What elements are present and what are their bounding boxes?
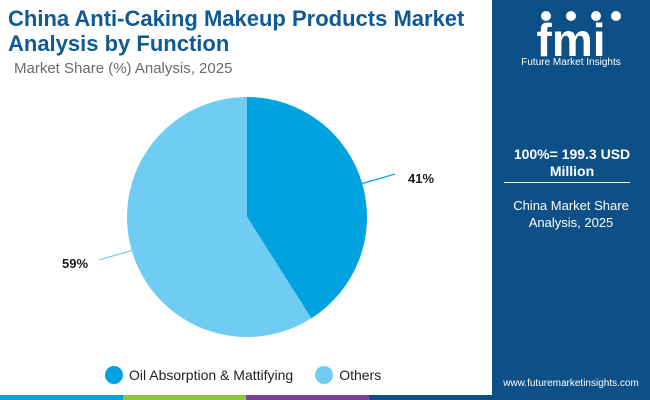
side-panel: fmi Future Market Insights 100%= 199.3 U…	[492, 0, 650, 400]
legend-label-oil-absorption: Oil Absorption & Mattifying	[129, 367, 294, 383]
chart-subtitle: Market Share (%) Analysis, 2025	[14, 60, 233, 77]
slice-label-others: 59%	[62, 256, 89, 271]
legend: Oil Absorption & Mattifying Others	[105, 364, 381, 386]
leader-line-others	[98, 248, 136, 261]
pie-slice-oil-absorption	[247, 97, 368, 319]
logo-tagline: Future Market Insights	[521, 57, 621, 68]
market-total: 100%= 199.3 USD Million	[513, 146, 631, 179]
divider	[504, 182, 630, 183]
bottom-bar-segment	[0, 395, 123, 400]
leader-line-oil-absorption	[358, 173, 396, 186]
fmi-logo: fmi	[537, 11, 621, 66]
bottom-bar-segment	[123, 395, 246, 400]
legend-swatch-oil-absorption	[105, 366, 123, 384]
legend-swatch-others	[315, 366, 334, 384]
pie-chart	[98, 97, 396, 337]
website-url[interactable]: www.futuremarketinsights.com	[503, 378, 639, 389]
bottom-color-bar	[0, 395, 492, 400]
slice-label-oil-absorption: 41%	[408, 171, 435, 186]
logo-text: fmi	[537, 14, 606, 66]
legend-item-others: Others	[315, 366, 381, 384]
chart-title: China Anti-Caking Makeup Products Market…	[8, 6, 465, 56]
bottom-bar-segment	[369, 395, 492, 400]
legend-item-oil-absorption: Oil Absorption & Mattifying	[105, 366, 293, 384]
region-label: China Market Share Analysis, 2025	[513, 198, 629, 230]
pie-slice-others	[127, 97, 312, 337]
bottom-bar-segment	[246, 395, 369, 400]
legend-label-others: Others	[339, 367, 382, 383]
